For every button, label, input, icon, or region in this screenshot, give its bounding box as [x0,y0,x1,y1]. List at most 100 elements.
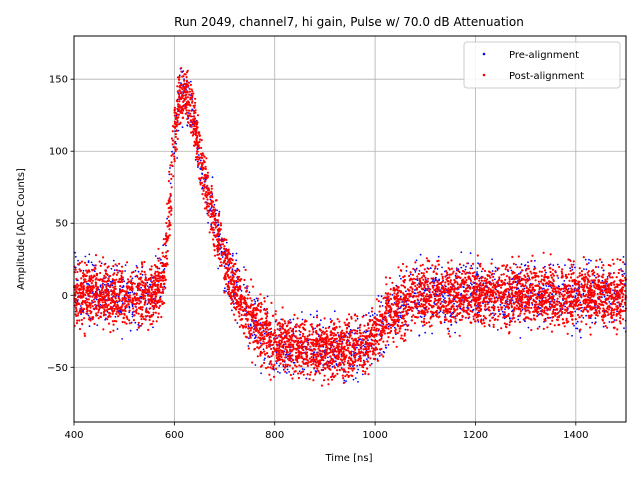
data-point [396,291,400,294]
data-point [111,320,114,323]
data-point [190,109,193,112]
data-point [361,365,364,369]
data-point [232,283,236,286]
data-point [393,326,396,329]
data-point [166,249,169,253]
data-point [260,372,262,375]
data-point [279,325,282,328]
data-point [368,336,371,339]
data-point [598,309,601,313]
data-point [288,364,291,367]
data-point [496,329,499,331]
data-point [218,210,221,213]
data-point [542,251,545,254]
data-point [421,293,424,296]
data-point [140,276,143,279]
data-point [235,306,238,309]
data-point [360,347,363,350]
data-point [573,324,575,327]
data-point [310,352,313,356]
data-point [597,296,600,299]
data-point [380,321,383,324]
data-point [491,286,494,289]
data-point [496,285,499,288]
data-point [322,379,326,382]
data-point [326,335,329,338]
data-point [200,139,203,142]
data-point [197,158,200,161]
data-point [103,296,106,299]
data-point [178,74,181,77]
data-point [359,356,362,359]
data-point [205,196,208,199]
data-point [259,305,262,309]
data-point [334,349,337,352]
data-point [483,325,486,328]
data-point [498,276,501,279]
data-point [128,322,131,325]
data-point [344,323,347,327]
data-point [314,373,317,376]
data-point [457,291,460,294]
data-point [195,139,198,142]
data-point [358,326,361,329]
data-point [551,319,554,322]
data-point [392,289,395,292]
data-point [537,275,540,278]
data-point [233,293,235,295]
data-point [564,305,566,308]
data-point [266,315,269,318]
data-point [356,365,358,367]
data-point [464,316,467,319]
data-point [563,308,567,311]
data-point [146,294,150,297]
data-point [579,301,582,304]
data-point [284,356,287,359]
data-point [416,275,419,278]
data-point [185,109,188,112]
data-point [226,260,229,263]
data-point [534,304,537,307]
data-point [298,370,301,373]
data-point [515,283,519,287]
data-point [125,322,128,325]
data-point [479,314,482,317]
data-point [182,94,185,97]
data-point [616,258,619,261]
data-point [460,251,463,254]
data-point [509,266,512,269]
data-point [507,291,510,294]
data-point [454,317,457,320]
data-point [132,310,135,313]
data-point [448,297,451,300]
data-point [120,312,123,316]
data-point [207,221,210,224]
data-point [336,340,338,343]
data-point [471,274,474,278]
data-point [173,157,176,161]
data-point [112,286,115,289]
data-point [578,267,581,270]
data-point [590,279,593,282]
data-point [346,361,349,365]
data-point [219,224,223,227]
data-point [87,260,90,262]
data-point [324,327,327,330]
data-point [588,258,590,261]
data-point [158,304,162,307]
data-point [291,377,294,380]
data-point [337,343,340,346]
data-point [606,326,609,329]
data-point [575,327,577,330]
data-point [622,256,625,258]
data-point [430,316,433,319]
data-point [260,331,263,334]
data-point [303,340,306,343]
data-point [111,310,115,313]
data-point [247,345,250,347]
data-point [461,269,465,273]
data-point [253,337,256,340]
data-point [527,261,529,264]
data-point [537,314,540,316]
data-point [216,253,220,256]
